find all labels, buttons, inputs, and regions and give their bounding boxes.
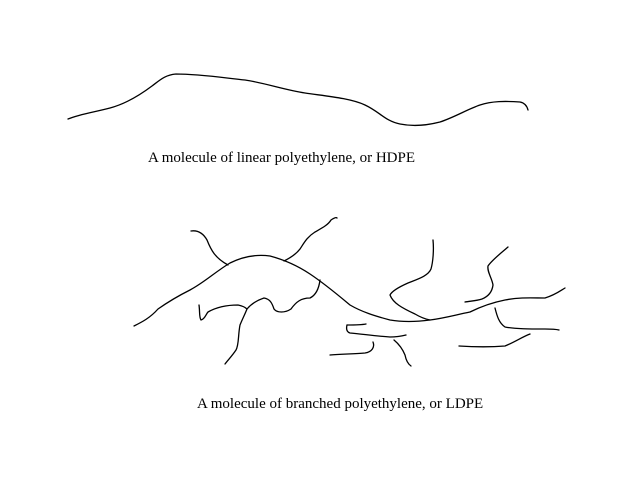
branched-polyethylene-caption: A molecule of branched polyethylene, or … xyxy=(197,396,484,412)
branch xyxy=(393,339,412,367)
branch xyxy=(246,279,321,313)
branch xyxy=(198,304,248,365)
linear-molecule-chain xyxy=(67,73,529,127)
linear-polyethylene-caption: A molecule of linear polyethylene, or HD… xyxy=(148,150,416,166)
branched-molecule-backbone xyxy=(133,254,566,327)
branch xyxy=(389,239,435,321)
branch xyxy=(329,341,375,356)
branch xyxy=(464,246,509,303)
branch xyxy=(346,323,367,326)
branch xyxy=(190,230,229,266)
branch xyxy=(283,216,338,262)
branch xyxy=(494,307,560,331)
branch xyxy=(345,324,407,338)
branch xyxy=(458,333,531,348)
